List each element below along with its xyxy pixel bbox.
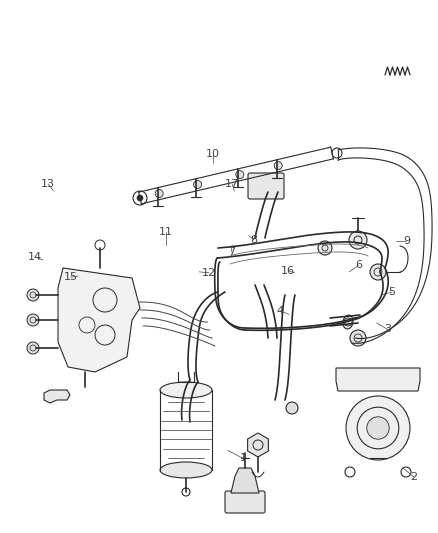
Circle shape — [349, 231, 367, 249]
Circle shape — [27, 289, 39, 301]
Text: 3: 3 — [384, 325, 391, 334]
Text: 14: 14 — [28, 252, 42, 262]
Polygon shape — [336, 368, 420, 391]
Ellipse shape — [343, 315, 353, 329]
Text: 1: 1 — [240, 454, 247, 463]
Ellipse shape — [160, 382, 212, 398]
Text: 17: 17 — [225, 179, 239, 189]
Circle shape — [346, 396, 410, 460]
Circle shape — [350, 330, 366, 346]
Ellipse shape — [160, 462, 212, 478]
Circle shape — [236, 171, 244, 179]
Text: 6: 6 — [355, 261, 362, 270]
Circle shape — [286, 402, 298, 414]
Text: 15: 15 — [64, 272, 78, 282]
Circle shape — [370, 264, 386, 280]
Circle shape — [27, 314, 39, 326]
Text: 13: 13 — [41, 179, 55, 189]
Polygon shape — [231, 468, 259, 493]
Text: 4: 4 — [277, 306, 284, 316]
Polygon shape — [58, 268, 140, 372]
FancyBboxPatch shape — [225, 491, 265, 513]
Text: 12: 12 — [202, 268, 216, 278]
Text: 2: 2 — [410, 472, 417, 482]
Circle shape — [367, 417, 389, 439]
Text: 5: 5 — [389, 287, 396, 297]
Text: 9: 9 — [403, 236, 410, 246]
Circle shape — [27, 342, 39, 354]
Polygon shape — [247, 433, 268, 457]
Text: 16: 16 — [281, 266, 295, 276]
Circle shape — [155, 190, 163, 198]
Circle shape — [137, 195, 143, 201]
Text: 7: 7 — [228, 247, 235, 256]
Circle shape — [318, 241, 332, 255]
Text: 10: 10 — [206, 149, 220, 158]
Text: 11: 11 — [159, 227, 173, 237]
FancyBboxPatch shape — [248, 173, 284, 199]
Circle shape — [274, 161, 282, 169]
Text: 8: 8 — [251, 235, 258, 245]
Circle shape — [194, 181, 201, 189]
Polygon shape — [44, 390, 70, 403]
